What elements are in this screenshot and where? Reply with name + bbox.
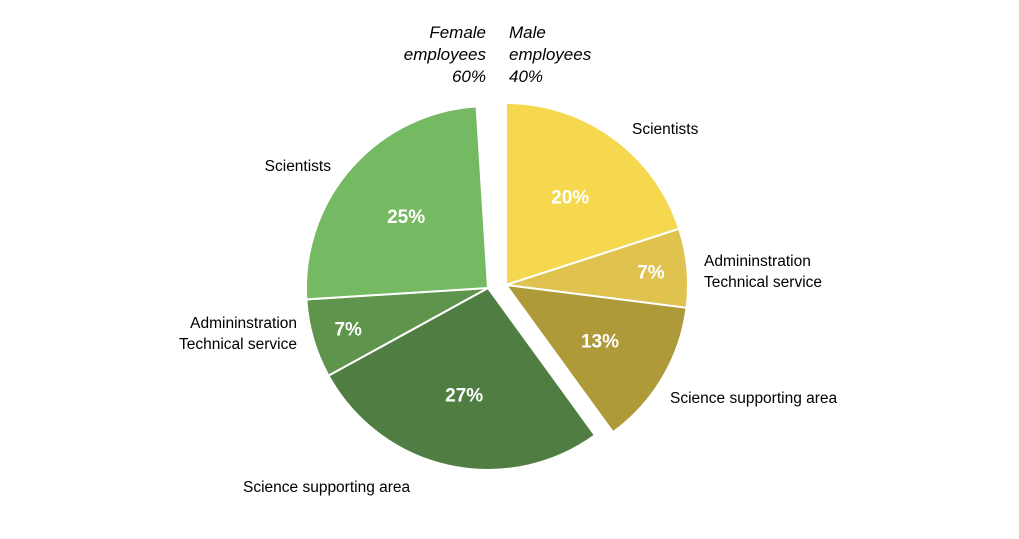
group-label-female-employees: employees	[404, 45, 487, 64]
group-label-female-employees: Female	[429, 23, 486, 42]
pie-value-label-male-science-supporting-area: 13%	[581, 332, 619, 353]
pie-category-label-female-admininstration-technical-service: Technical service	[179, 336, 297, 353]
pie-category-label-male-admininstration-technical-service: Technical service	[704, 274, 822, 291]
pie-value-label-male-admininstration-technical-service: 7%	[637, 262, 665, 283]
group-label-female-employees: 60%	[452, 67, 486, 86]
pie-slice-male-science-supporting-area	[503, 283, 688, 434]
pie-category-label-female-admininstration-technical-service: Admininstration	[190, 315, 297, 332]
pie-slice-female-scientists	[305, 105, 490, 301]
pie-category-label-female-science-supporting-area: Science supporting area	[243, 479, 411, 496]
pie-category-label-male-science-supporting-area: Science supporting area	[670, 390, 838, 407]
pie-slices	[305, 101, 689, 471]
pie-category-label-female-scientists: Scientists	[265, 158, 332, 175]
group-label-male-employees: Male	[509, 23, 546, 42]
pie-value-label-male-scientists: 20%	[551, 188, 589, 209]
pie-slice-male-scientists	[505, 101, 681, 287]
group-label-male-employees: employees	[509, 45, 592, 64]
pie-category-label-male-admininstration-technical-service: Admininstration	[704, 253, 811, 270]
group-label-male-employees: 40%	[509, 67, 543, 86]
pie-labels: 20% Scientists 7% Admininstration Technical …	[179, 23, 838, 496]
pie-value-label-female-scientists: 25%	[387, 207, 425, 228]
pie-value-label-female-science-supporting-area: 27%	[445, 386, 483, 407]
pie-category-label-male-scientists: Scientists	[632, 121, 699, 138]
pie-slice-female-science-supporting-area	[327, 286, 597, 471]
pie-value-label-female-admininstration-technical-service: 7%	[334, 320, 362, 341]
